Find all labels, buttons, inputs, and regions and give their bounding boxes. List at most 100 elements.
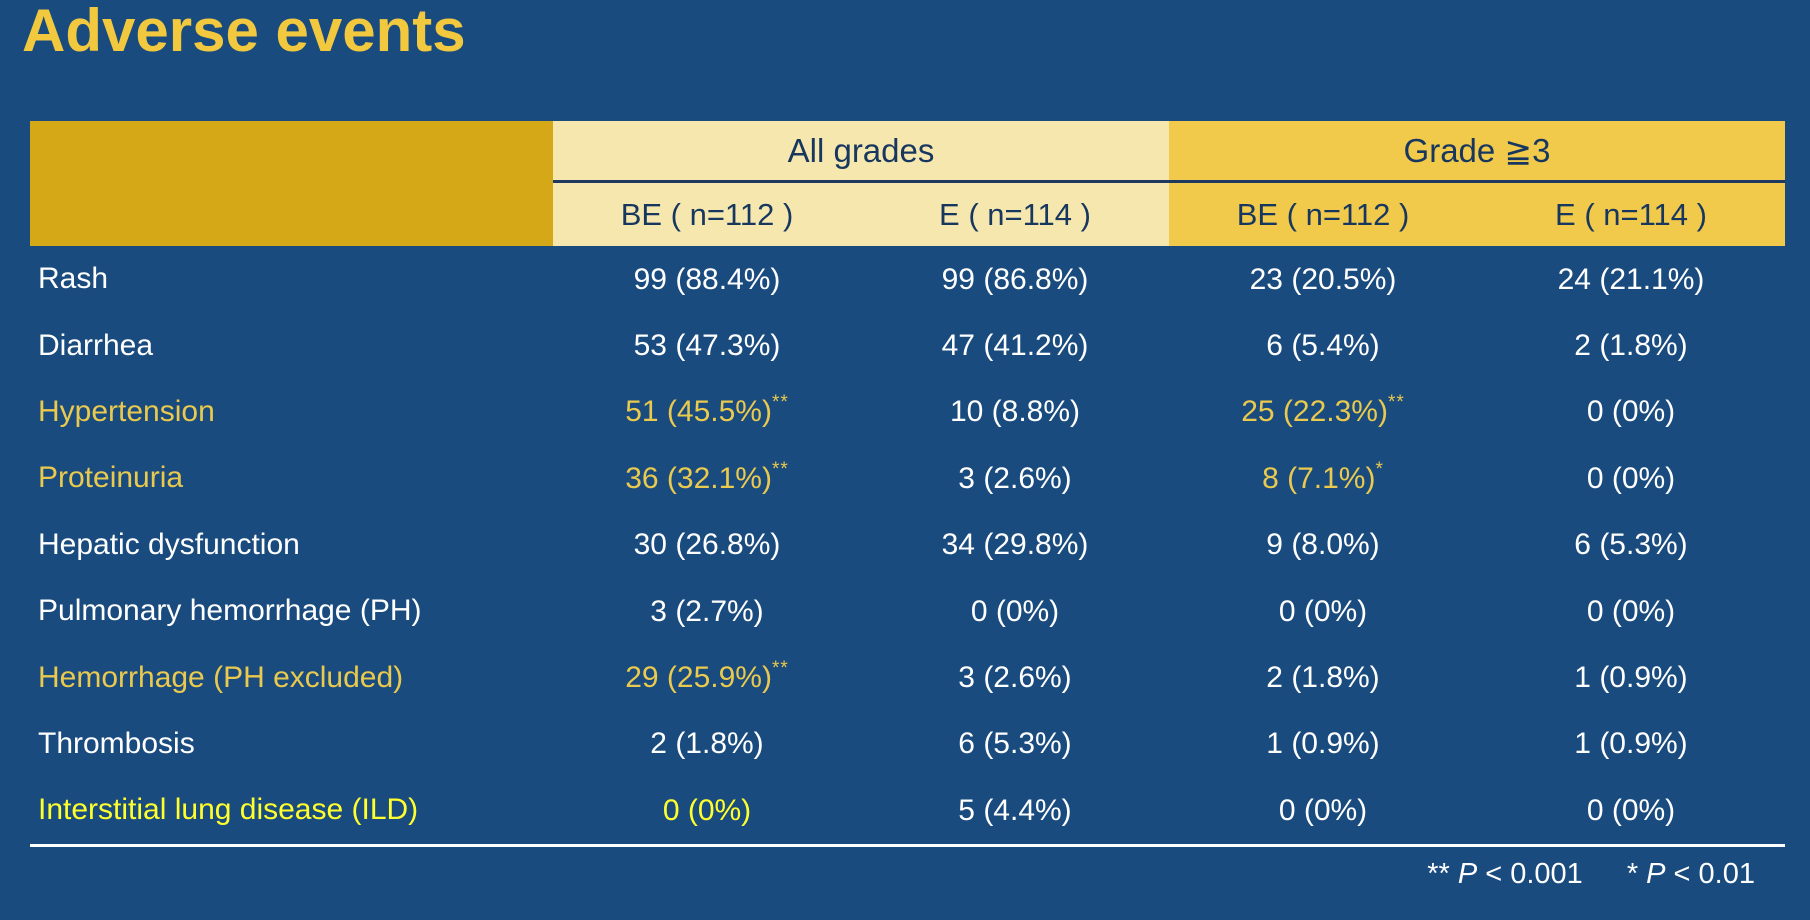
value-text: 51 (45.5%) [625,395,772,429]
table-row-pulmonary-hemorrhage: Pulmonary hemorrhage (PH) 3 (2.7%) 0 (0%… [30,578,1785,644]
footnote-p-symbol: P [1457,858,1478,890]
significance-marker: ** [771,658,789,680]
ae-value: 34 (29.8%) [861,527,1169,562]
subheader-grade3: BE ( n=112 ) E ( n=114 ) [1169,183,1785,246]
ae-value: 6 (5.4%) [1169,328,1477,363]
value-text: 8 (7.1%) [1262,461,1376,495]
ae-value: 0 (0%) [1169,793,1477,828]
ae-value: 99 (86.8%) [861,262,1169,297]
column-group-all-grades: All grades [553,121,1169,183]
ae-value: 36 (32.1%)** [553,458,861,496]
value-text: 3 (2.6%) [958,461,1072,495]
value-text: 10 (8.8%) [949,395,1081,429]
ae-row-label: Thrombosis [38,726,195,760]
ae-value: 25 (22.3%)** [1169,392,1477,429]
page-title: Adverse events [22,0,466,64]
table-header: All grades Grade ≧3 BE ( n=112 ) E ( n=1… [30,121,1785,246]
ae-value: 3 (2.6%) [861,660,1169,695]
ae-value: 47 (41.2%) [861,328,1169,363]
value-text: 3 (2.6%) [958,661,1072,695]
table-row-rash: Rash 99 (88.4%) 99 (86.8%) 23 (20.5%) 24… [30,246,1785,312]
table-bottom-rule [30,844,1785,847]
footnote-threshold: < 0.01 [1665,858,1755,890]
ae-value: 51 (45.5%)** [553,392,861,429]
ae-row-label: Hemorrhage (PH excluded) [38,660,404,694]
value-text: 0 (0%) [970,594,1060,628]
ae-value: 2 (1.8%) [1477,328,1785,363]
ae-row-label: Proteinuria [38,461,184,495]
ae-value: 0 (0%) [1169,594,1477,629]
subheader-be-g3: BE ( n=112 ) [1236,196,1410,232]
ae-value: 6 (5.3%) [1477,527,1785,562]
value-text: 29 (25.9%) [625,661,772,695]
value-text: 23 (20.5%) [1249,262,1397,296]
value-text: 0 (0%) [1586,461,1676,495]
value-text: 99 (86.8%) [941,262,1089,296]
significance-marker: ** [1387,392,1405,414]
ae-row-label: Diarrhea [38,328,154,362]
subheader-e-g3: E ( n=114 ) [1555,196,1707,232]
ae-row-label: Rash [38,262,109,296]
ae-value: 1 (0.9%) [1477,660,1785,695]
value-text: 0 (0%) [1586,594,1676,628]
value-text: 9 (8.0%) [1266,528,1380,562]
ae-value: 6 (5.3%) [861,726,1169,761]
footnote-stars: * [1626,858,1647,890]
value-text: 47 (41.2%) [941,329,1089,363]
table-row-thrombosis: Thrombosis 2 (1.8%) 6 (5.3%) 1 (0.9%) 1 … [30,711,1785,777]
value-text: 0 (0%) [1586,395,1676,429]
ae-value: 99 (88.4%) [553,262,861,297]
ae-row-label: Interstitial lung disease (ILD) [38,793,419,827]
value-text: 6 (5.3%) [1574,528,1688,562]
value-text: 6 (5.4%) [1266,329,1380,363]
ae-value: 29 (25.9%)** [553,658,861,695]
value-text: 0 (0%) [1278,594,1368,628]
ae-value: 0 (0%) [1477,793,1785,828]
significance-footnote: ** P < 0.001 * P < 0.01 [30,858,1755,891]
value-text: 1 (0.9%) [1574,661,1688,695]
ae-value: 3 (2.6%) [861,461,1169,496]
footnote-p001: ** P < 0.001 [1427,858,1583,890]
adverse-events-table: All grades Grade ≧3 BE ( n=112 ) E ( n=1… [30,121,1785,844]
footnote-threshold: < 0.001 [1477,858,1583,890]
value-text: 34 (29.8%) [941,528,1089,562]
significance-marker: ** [771,458,789,480]
value-text: 2 (1.8%) [1574,329,1688,363]
value-text: 6 (5.3%) [958,727,1072,761]
value-text: 0 (0%) [1278,793,1368,827]
ae-value: 5 (4.4%) [861,793,1169,828]
ae-value: 0 (0%) [861,594,1169,629]
ae-value: 0 (0%) [1477,461,1785,496]
value-text: 36 (32.1%) [625,461,772,495]
ae-value: 3 (2.7%) [553,594,861,629]
ae-value: 23 (20.5%) [1169,262,1477,297]
value-text: 53 (47.3%) [633,329,781,363]
significance-marker: ** [771,392,789,414]
footnote-p-symbol: P [1646,858,1666,890]
ae-value: 10 (8.8%) [861,394,1169,429]
value-text: 2 (1.8%) [1266,661,1380,695]
value-text: 5 (4.4%) [958,793,1072,827]
table-row-interstitial-lung-disease: Interstitial lung disease (ILD) 0 (0%) 5… [30,777,1785,843]
subheader-e-all: E ( n=114 ) [939,196,1091,232]
footnote-stars: ** [1427,858,1458,890]
table-row-hypertension: Hypertension 51 (45.5%)** 10 (8.8%) 25 (… [30,379,1785,445]
ae-row-label: Pulmonary hemorrhage (PH) [38,594,422,628]
value-text: 0 (0%) [1586,793,1676,827]
ae-value: 1 (0.9%) [1477,726,1785,761]
footnote-p01: * P < 0.01 [1627,858,1755,890]
value-text: 1 (0.9%) [1266,727,1380,761]
value-text: 30 (26.8%) [633,528,781,562]
ae-value: 53 (47.3%) [553,328,861,363]
ae-value: 0 (0%) [1477,394,1785,429]
ae-value: 24 (21.1%) [1477,262,1785,297]
ae-value: 8 (7.1%)* [1169,459,1477,496]
value-text: 2 (1.8%) [650,727,764,761]
header-corner-cell [30,121,553,246]
ae-row-label: Hypertension [38,394,215,428]
ae-value: 2 (1.8%) [553,726,861,761]
table-row-diarrhea: Diarrhea 53 (47.3%) 47 (41.2%) 6 (5.4%) … [30,312,1785,378]
value-text: 24 (21.1%) [1557,262,1705,296]
ae-value: 30 (26.8%) [553,527,861,562]
ae-row-label: Hepatic dysfunction [38,527,300,561]
